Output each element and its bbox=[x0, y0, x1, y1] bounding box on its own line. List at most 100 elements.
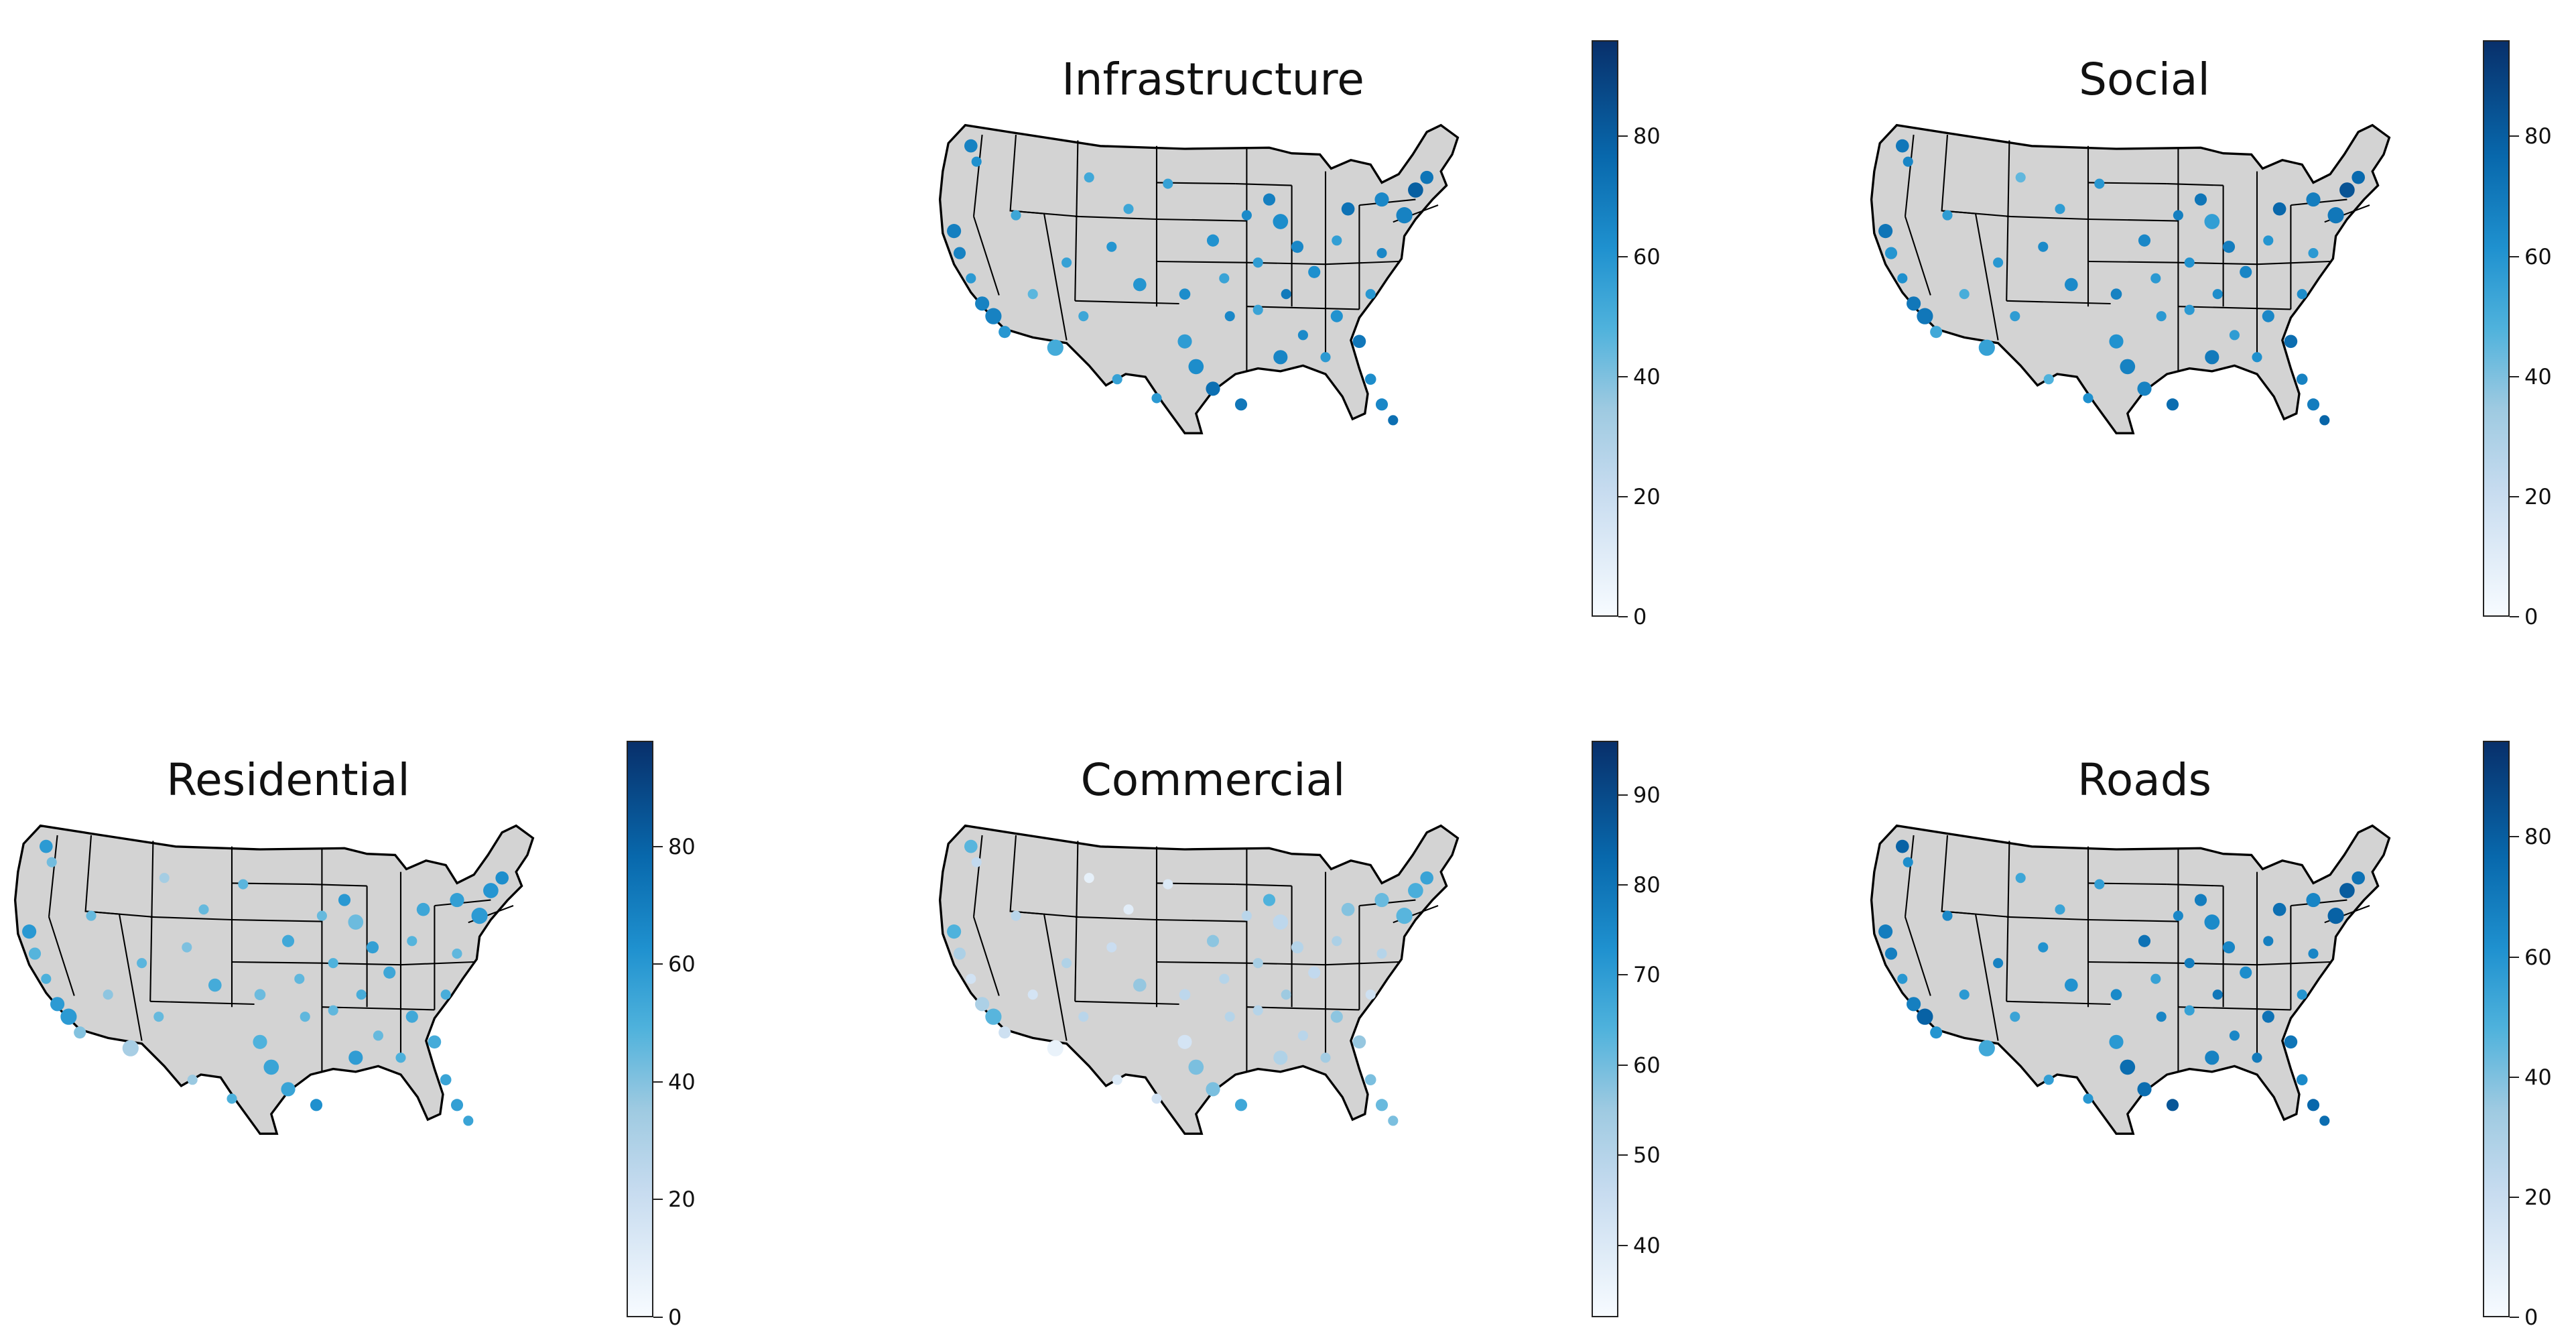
city-marker bbox=[2166, 1099, 2179, 1111]
colorbar-tick-label: 70 bbox=[1633, 962, 1661, 988]
city-marker bbox=[1163, 879, 1173, 890]
us-map bbox=[13, 824, 535, 1135]
city-marker bbox=[1112, 374, 1122, 385]
city-marker bbox=[2083, 1093, 2094, 1104]
city-marker bbox=[2166, 398, 2179, 411]
city-marker bbox=[1332, 936, 1342, 947]
city-marker bbox=[1396, 207, 1413, 224]
colorbar-tick-label: 20 bbox=[1633, 483, 1661, 509]
city-marker bbox=[1297, 1030, 1308, 1041]
city-marker bbox=[50, 997, 65, 1012]
colorbar-tick bbox=[2510, 836, 2519, 838]
city-marker bbox=[2339, 182, 2355, 198]
city-marker bbox=[1408, 182, 1423, 198]
city-marker bbox=[450, 1099, 464, 1111]
city-marker bbox=[2212, 989, 2223, 1000]
state-border bbox=[1246, 1006, 1360, 1011]
city-marker bbox=[182, 942, 192, 953]
city-marker bbox=[1330, 310, 1343, 322]
city-marker bbox=[1224, 311, 1235, 322]
city-marker bbox=[2240, 966, 2252, 979]
city-marker bbox=[2222, 941, 2236, 954]
city-marker bbox=[495, 871, 509, 885]
city-marker bbox=[2043, 374, 2054, 385]
city-marker bbox=[2109, 1034, 2124, 1049]
city-marker bbox=[1308, 265, 1321, 278]
us-landmass bbox=[938, 824, 1460, 1135]
city-marker bbox=[2156, 311, 2167, 322]
city-marker bbox=[1942, 910, 1953, 921]
city-marker bbox=[1027, 289, 1038, 300]
city-marker bbox=[452, 949, 462, 959]
us-landmass bbox=[1870, 824, 2391, 1135]
state-border bbox=[150, 1000, 255, 1006]
city-marker bbox=[1420, 871, 1434, 885]
city-marker bbox=[1206, 934, 1220, 947]
city-marker bbox=[1112, 1075, 1122, 1085]
city-marker bbox=[1897, 973, 1908, 984]
state-border bbox=[2006, 215, 2089, 221]
city-marker bbox=[2284, 1035, 2298, 1049]
city-marker bbox=[1106, 942, 1117, 953]
city-marker bbox=[153, 1012, 164, 1022]
city-marker bbox=[2222, 241, 2236, 253]
city-marker bbox=[1878, 924, 1893, 939]
state-border bbox=[1156, 260, 1247, 263]
colorbar-tick-label: 40 bbox=[2524, 1064, 2552, 1090]
city-marker bbox=[198, 904, 209, 915]
city-marker bbox=[2083, 393, 2094, 404]
city-marker bbox=[1084, 873, 1094, 884]
city-marker bbox=[1151, 393, 1162, 404]
city-marker bbox=[366, 941, 379, 954]
city-marker bbox=[1252, 1005, 1263, 1016]
colorbar-tick-label: 50 bbox=[1633, 1142, 1661, 1168]
state-border bbox=[1904, 134, 1915, 217]
city-marker bbox=[281, 934, 295, 947]
city-marker bbox=[2110, 989, 2122, 1001]
us-map bbox=[938, 824, 1460, 1135]
colorbar-tick bbox=[1618, 375, 1628, 377]
city-marker bbox=[1163, 178, 1173, 189]
city-marker bbox=[1281, 289, 1291, 300]
city-marker bbox=[2038, 942, 2049, 953]
colorbar-tick bbox=[1618, 1064, 1628, 1066]
city-marker bbox=[2306, 192, 2321, 207]
city-marker bbox=[1978, 1040, 1995, 1056]
city-marker bbox=[1179, 989, 1191, 1001]
city-marker bbox=[1252, 958, 1263, 969]
city-marker bbox=[1993, 958, 2004, 969]
city-marker bbox=[1011, 910, 1021, 921]
city-marker bbox=[1084, 172, 1094, 183]
colorbar-tick bbox=[2510, 1076, 2519, 1078]
city-marker bbox=[2252, 1052, 2262, 1063]
city-marker bbox=[137, 958, 147, 969]
state-border bbox=[1156, 918, 1247, 922]
city-marker bbox=[1241, 910, 1252, 921]
city-marker bbox=[208, 978, 222, 992]
city-marker bbox=[1374, 893, 1389, 908]
colorbar-tick bbox=[2510, 495, 2519, 497]
state-border bbox=[1075, 300, 1179, 305]
city-marker bbox=[2156, 1012, 2167, 1022]
state-border bbox=[972, 835, 983, 917]
city-marker bbox=[1978, 339, 1995, 356]
city-marker bbox=[316, 910, 327, 921]
state-border bbox=[973, 916, 1000, 996]
city-marker bbox=[2184, 257, 2195, 268]
city-marker bbox=[999, 1026, 1011, 1039]
city-marker bbox=[2262, 1010, 2274, 1023]
city-marker bbox=[300, 1012, 310, 1022]
city-marker bbox=[953, 247, 966, 259]
city-marker bbox=[2094, 879, 2105, 890]
state-border bbox=[2256, 260, 2331, 265]
state-border bbox=[1074, 140, 1079, 301]
city-marker bbox=[86, 910, 96, 921]
city-marker bbox=[1027, 989, 1038, 1000]
city-marker bbox=[1078, 311, 1089, 322]
city-marker bbox=[2327, 908, 2344, 924]
city-marker bbox=[1252, 257, 1263, 268]
colorbar-tick bbox=[2510, 1196, 2519, 1198]
city-marker bbox=[2109, 334, 2124, 349]
city-marker bbox=[1179, 288, 1191, 300]
city-marker bbox=[1930, 326, 1943, 339]
